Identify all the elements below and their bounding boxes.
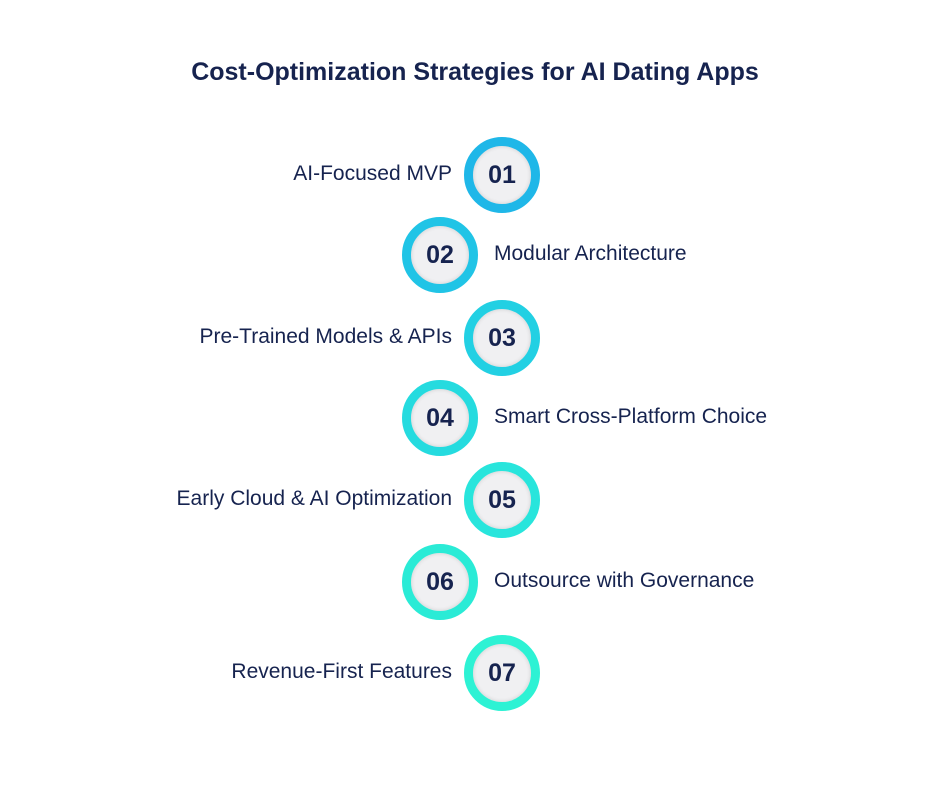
- step-number-circle: 07: [464, 635, 540, 711]
- step-label: Outsource with Governance: [494, 569, 755, 592]
- step-number-circle: 04: [402, 380, 478, 456]
- step-number-circle: 01: [464, 137, 540, 213]
- step-label: Modular Architecture: [494, 242, 687, 265]
- step-label: Pre-Trained Models & APIs: [199, 325, 453, 348]
- step-number-circle: 06: [402, 544, 478, 620]
- page-title: Cost-Optimization Strategies for AI Dati…: [191, 58, 759, 86]
- step-label: Smart Cross-Platform Choice: [494, 405, 768, 428]
- step-label: Revenue-First Features: [231, 660, 452, 683]
- step-label: AI-Focused MVP: [293, 162, 452, 185]
- step-number-circle: 03: [464, 300, 540, 376]
- step-number-circle: 02: [402, 217, 478, 293]
- step-number-circle: 05: [464, 462, 540, 538]
- step-label: Early Cloud & AI Optimization: [176, 487, 452, 510]
